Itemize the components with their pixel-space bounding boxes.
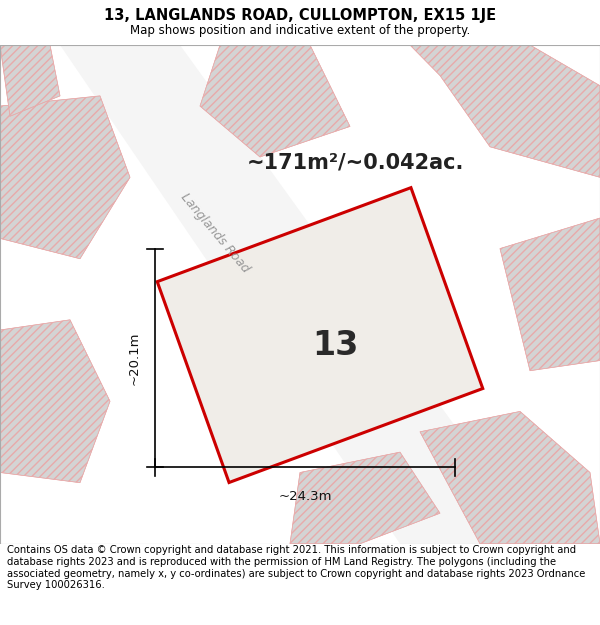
Text: 13, LANGLANDS ROAD, CULLOMPTON, EX15 1JE: 13, LANGLANDS ROAD, CULLOMPTON, EX15 1JE: [104, 8, 496, 23]
Polygon shape: [0, 320, 110, 482]
Text: ~24.3m: ~24.3m: [278, 490, 332, 502]
Polygon shape: [290, 452, 440, 544]
Text: Contains OS data © Crown copyright and database right 2021. This information is : Contains OS data © Crown copyright and d…: [7, 545, 586, 590]
Text: 13: 13: [312, 329, 358, 362]
Text: Map shows position and indicative extent of the property.: Map shows position and indicative extent…: [130, 24, 470, 37]
Polygon shape: [420, 411, 600, 544]
Polygon shape: [0, 45, 60, 116]
Polygon shape: [500, 218, 600, 371]
Text: ~171m²/~0.042ac.: ~171m²/~0.042ac.: [247, 152, 464, 172]
Polygon shape: [200, 45, 350, 157]
Polygon shape: [410, 45, 600, 177]
Polygon shape: [157, 188, 483, 482]
Polygon shape: [60, 45, 540, 544]
Polygon shape: [0, 96, 130, 259]
Text: ~20.1m: ~20.1m: [128, 331, 141, 385]
Text: Langlands Road: Langlands Road: [178, 191, 252, 276]
